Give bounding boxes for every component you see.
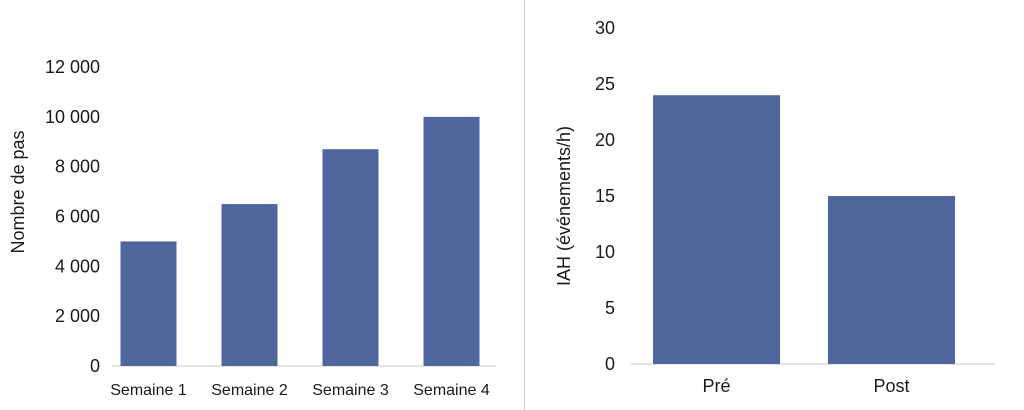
steps-bar	[120, 241, 177, 366]
iah-bar	[653, 95, 780, 364]
panel-divider	[524, 0, 525, 410]
steps-category-label: Semaine 2	[211, 382, 288, 399]
chart-iah: IAH (événements/h) 0 5 10 15 20 25 30 Pré Post	[554, 18, 995, 396]
iah-category-label: Pré	[702, 376, 730, 396]
steps-category-label: Semaine 4	[413, 382, 490, 399]
steps-y-tick-label: 8 000	[55, 157, 100, 177]
steps-category-label: Semaine 3	[312, 382, 389, 399]
y-axis-title: Nombre de pas	[8, 130, 28, 253]
steps-bar	[221, 204, 278, 366]
steps-y-tick-label: 12 000	[45, 57, 100, 77]
iah-y-tick-label: 30	[595, 18, 615, 38]
steps-y-tick-label: 6 000	[55, 207, 100, 227]
steps-bar	[322, 149, 379, 366]
y-axis-title: IAH (événements/h)	[554, 126, 574, 286]
iah-category-label: Post	[873, 376, 909, 396]
steps-bar	[423, 116, 480, 366]
steps-category-label: Semaine 1	[110, 382, 187, 399]
iah-y-tick-label: 0	[605, 354, 615, 374]
iah-y-tick-label: 25	[595, 74, 615, 94]
steps-y-tick-label: 2 000	[55, 306, 100, 326]
iah-y-tick-label: 20	[595, 130, 615, 150]
iah-y-tick-label: 10	[595, 242, 615, 262]
iah-y-tick-label: 5	[605, 298, 615, 318]
chart-steps: Nombre de pas 0 2 000 4 000 6 000 8 000 10 00…	[8, 57, 496, 399]
steps-y-tick-label: 4 000	[55, 256, 100, 276]
steps-y-tick-label: 10 000	[45, 107, 100, 127]
iah-bar	[828, 196, 955, 364]
iah-y-tick-label: 15	[595, 186, 615, 206]
steps-y-tick-label: 0	[90, 356, 100, 376]
